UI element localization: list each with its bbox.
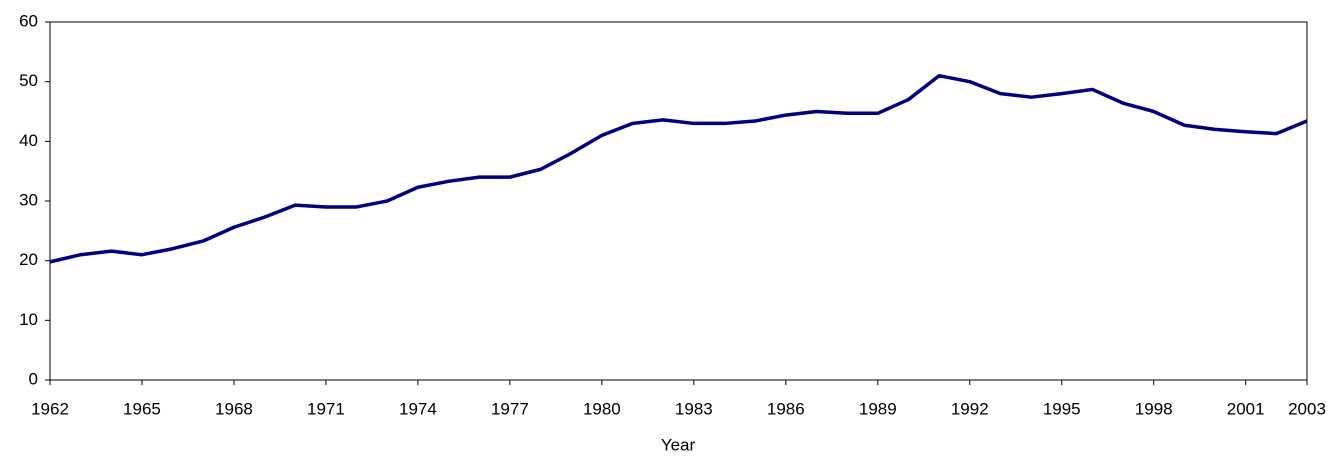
x-tick-label: 2001: [1227, 399, 1265, 418]
x-tick-label: 1977: [491, 399, 529, 418]
data-line: [49, 73, 1308, 264]
y-tick-label: 50: [19, 71, 38, 90]
x-tick-label: 1989: [859, 399, 897, 418]
y-tick-label: 0: [29, 369, 38, 388]
x-tick-label: 1965: [123, 399, 161, 418]
y-tick-label: 30: [19, 190, 38, 209]
x-tick-label: 1971: [307, 399, 345, 418]
plot-frame: [49, 21, 1308, 381]
y-tick-label: 20: [19, 250, 38, 269]
y-tick-label: 10: [19, 310, 38, 329]
x-tick-label: 1968: [215, 399, 253, 418]
x-tick-label: 1962: [31, 399, 69, 418]
x-tick-label: 1980: [583, 399, 621, 418]
x-tick-label: 1995: [1043, 399, 1081, 418]
x-tick-label: 1992: [951, 399, 989, 418]
x-tick-label: 1998: [1135, 399, 1173, 418]
x-tick-label: 1974: [399, 399, 437, 418]
x-tick-label: 2003: [1288, 399, 1326, 418]
y-tick-label: 60: [19, 11, 38, 30]
x-tick-label: 1986: [767, 399, 805, 418]
x-tick-label: 1983: [675, 399, 713, 418]
x-axis-label: Year: [661, 435, 696, 454]
y-tick-label: 40: [19, 131, 38, 150]
